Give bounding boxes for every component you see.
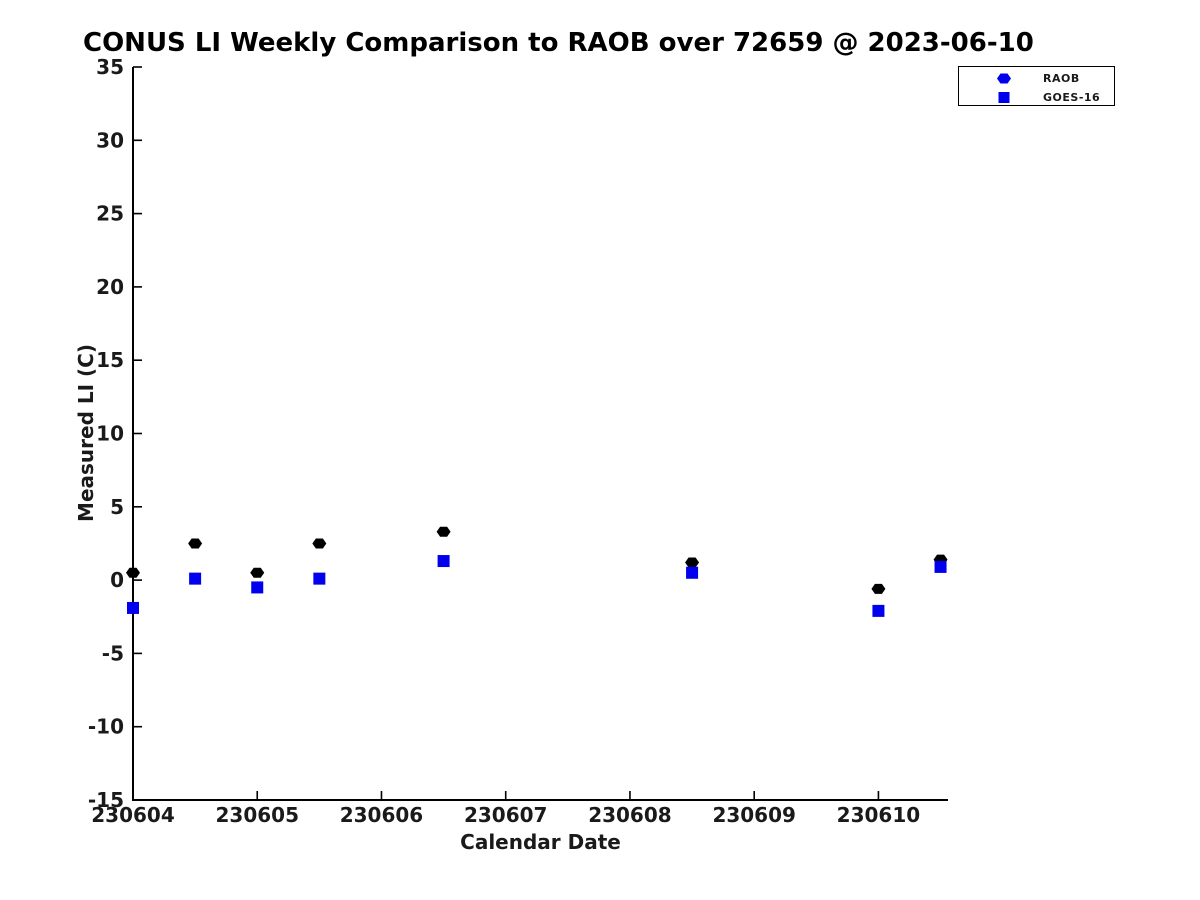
- legend-row-goes16: GOES-16: [959, 90, 1114, 105]
- raob-marker: [126, 567, 140, 578]
- legend-raob-marker-icon: [997, 73, 1011, 84]
- goes16-marker: [189, 572, 202, 585]
- raob-marker: [685, 557, 700, 568]
- goes16-marker: [686, 566, 699, 579]
- legend-label-goes16: GOES-16: [1043, 91, 1101, 104]
- goes16-marker: [251, 581, 264, 594]
- goes16-marker: [313, 572, 326, 585]
- raob-marker: [436, 526, 451, 537]
- y-tick-label: 25: [96, 202, 124, 226]
- goes16-marker: [872, 604, 885, 617]
- x-tick-label: 230610: [837, 803, 921, 827]
- x-axis-label: Calendar Date: [460, 830, 621, 854]
- raob-marker: [188, 538, 203, 549]
- y-tick-label: 15: [96, 348, 124, 372]
- raob-marker: [312, 538, 327, 549]
- y-axis-label: Measured LI (C): [74, 344, 98, 522]
- x-tick-label: 230609: [712, 803, 796, 827]
- x-tick-label: 230604: [91, 803, 175, 827]
- legend-goes16-marker-icon: [998, 92, 1010, 103]
- x-tick-label: 230607: [464, 803, 548, 827]
- y-tick-label: -5: [102, 641, 124, 665]
- y-tick-label: -15: [88, 788, 124, 812]
- y-tick-label: 5: [110, 495, 124, 519]
- legend-row-raob: RAOB: [959, 71, 1114, 86]
- y-tick-label: 10: [96, 422, 124, 446]
- x-tick-label: 230606: [340, 803, 424, 827]
- goes16-marker: [437, 555, 450, 568]
- x-tick-label: 230605: [215, 803, 299, 827]
- raob-marker: [250, 567, 265, 578]
- legend-label-raob: RAOB: [1043, 72, 1080, 85]
- y-tick-label: 35: [96, 55, 124, 79]
- chart-title: CONUS LI Weekly Comparison to RAOB over …: [83, 28, 1034, 58]
- raob-marker: [871, 583, 886, 594]
- goes16-marker: [127, 601, 139, 614]
- goes16-marker: [934, 560, 947, 573]
- legend: RAOB GOES-16: [958, 66, 1115, 106]
- y-tick-label: 20: [96, 275, 124, 299]
- y-tick-label: 0: [110, 568, 124, 592]
- y-tick-label: 30: [96, 128, 124, 152]
- y-tick-label: -10: [88, 715, 124, 739]
- x-tick-label: 230608: [588, 803, 672, 827]
